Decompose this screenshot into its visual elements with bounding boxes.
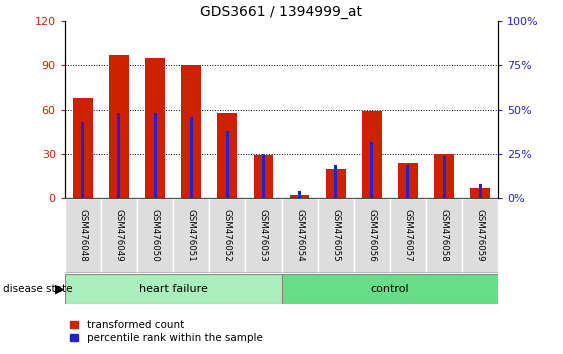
Bar — [398, 163, 418, 198]
Text: GSM476056: GSM476056 — [367, 209, 376, 262]
Bar — [362, 111, 382, 198]
Bar — [65, 274, 282, 304]
Bar — [82, 122, 84, 198]
Text: control: control — [370, 284, 409, 295]
Bar — [190, 117, 193, 198]
Bar — [217, 113, 237, 198]
Text: GSM476049: GSM476049 — [114, 209, 123, 262]
Bar — [282, 274, 498, 304]
Text: GSM476054: GSM476054 — [295, 209, 304, 262]
Bar — [145, 58, 165, 198]
Text: GSM476051: GSM476051 — [187, 209, 196, 262]
Text: ▶: ▶ — [55, 283, 65, 296]
Bar — [181, 65, 201, 198]
Bar — [262, 154, 265, 198]
Bar — [118, 113, 120, 198]
Text: GSM476048: GSM476048 — [78, 209, 87, 262]
Bar — [154, 113, 157, 198]
Bar — [426, 198, 462, 273]
Title: GDS3661 / 1394999_at: GDS3661 / 1394999_at — [200, 5, 363, 19]
Bar — [209, 198, 245, 273]
Bar — [282, 198, 318, 273]
Bar — [109, 55, 129, 198]
Bar — [334, 165, 337, 198]
Text: GSM476059: GSM476059 — [476, 209, 485, 262]
Bar — [245, 198, 282, 273]
Bar — [443, 156, 445, 198]
Bar — [479, 184, 481, 198]
Bar — [226, 131, 229, 198]
Text: disease state: disease state — [3, 284, 72, 295]
Text: GSM476057: GSM476057 — [404, 209, 413, 262]
Bar — [462, 198, 498, 273]
Bar — [253, 155, 274, 198]
Bar — [65, 198, 101, 273]
Bar — [101, 198, 137, 273]
Bar — [390, 198, 426, 273]
Bar — [434, 154, 454, 198]
Bar — [318, 198, 354, 273]
Bar — [137, 198, 173, 273]
Bar — [289, 195, 310, 198]
Bar — [470, 188, 490, 198]
Text: GSM476058: GSM476058 — [440, 209, 449, 262]
Bar — [406, 165, 409, 198]
Bar — [354, 198, 390, 273]
Text: heart failure: heart failure — [138, 284, 208, 295]
Bar — [326, 169, 346, 198]
Text: GSM476055: GSM476055 — [331, 209, 340, 262]
Bar — [370, 142, 373, 198]
Text: GSM476050: GSM476050 — [150, 209, 159, 262]
Text: GSM476052: GSM476052 — [223, 209, 232, 262]
Text: GSM476053: GSM476053 — [259, 209, 268, 262]
Legend: transformed count, percentile rank within the sample: transformed count, percentile rank withi… — [70, 320, 262, 343]
Bar — [298, 191, 301, 198]
Bar — [73, 98, 93, 198]
Bar — [173, 198, 209, 273]
